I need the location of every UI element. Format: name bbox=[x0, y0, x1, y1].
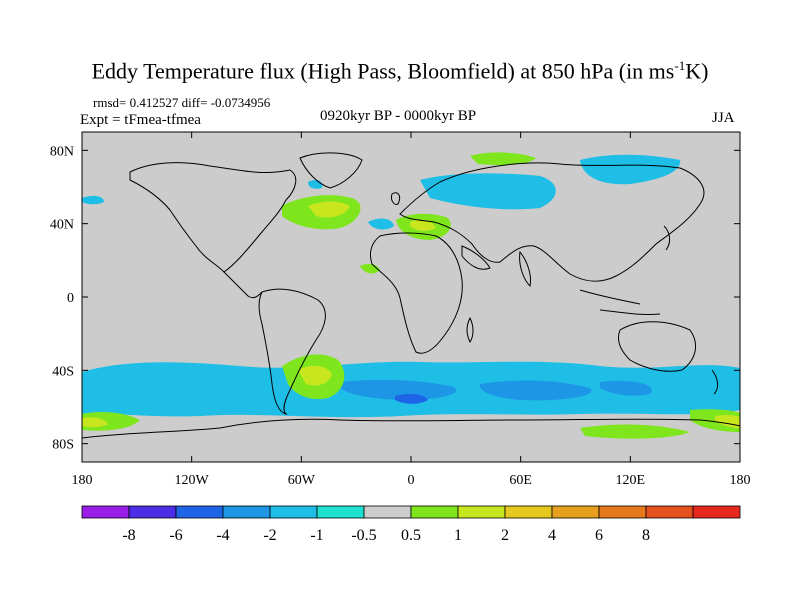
colorbar: -8 -6 -4 -2 -1 -0.5 0.5 1 2 4 6 8 bbox=[81, 505, 741, 544]
colorbar-swatch bbox=[175, 505, 224, 519]
coast-uk bbox=[391, 192, 401, 205]
colorbar-swatch bbox=[363, 505, 412, 519]
shading-southern-blue-3 bbox=[600, 380, 652, 396]
shading-southern-deepblue bbox=[395, 393, 428, 404]
coast-north-america bbox=[129, 162, 297, 273]
colorbar-swatch bbox=[457, 505, 506, 519]
y-tick-label: 0 bbox=[67, 291, 74, 306]
coast-antarctica bbox=[82, 418, 740, 439]
colorbar-label: -0.5 bbox=[351, 527, 376, 544]
shading-south-america-cyan bbox=[264, 376, 277, 390]
colorbar-label: 4 bbox=[548, 527, 556, 544]
y-tick-label: 80N bbox=[50, 144, 74, 159]
colorbar-swatch bbox=[504, 505, 553, 519]
colorbar-label: 2 bbox=[501, 527, 509, 544]
coast-central-america bbox=[223, 271, 263, 299]
coast-madagascar bbox=[466, 316, 474, 343]
coast-africa bbox=[369, 232, 463, 354]
season-label: JJA bbox=[712, 110, 735, 126]
coast-south-america bbox=[258, 288, 326, 415]
shading-eurasia-cyan bbox=[420, 173, 556, 210]
colorbar-label: 1 bbox=[454, 527, 462, 544]
shading-north-atlantic-yellow bbox=[308, 201, 350, 218]
colorbar-label: 0.5 bbox=[401, 527, 421, 544]
shading-southern-blue-1 bbox=[340, 379, 457, 400]
y-axis: 80N 40N 0 40S 80S bbox=[50, 144, 740, 453]
x-tick-label: 60W bbox=[288, 473, 316, 488]
coast-india bbox=[519, 250, 531, 288]
colorbar-label: -8 bbox=[122, 527, 135, 544]
x-tick-label: 120E bbox=[616, 473, 646, 488]
coast-australia bbox=[617, 321, 697, 372]
coast-greenland bbox=[299, 152, 363, 189]
x-tick-label: 180 bbox=[72, 473, 93, 488]
period-label: 0920kyr BP - 0000kyr BP bbox=[320, 108, 477, 124]
stats-text: rmsd= 0.412527 diff= -0.0734956 bbox=[93, 95, 271, 110]
flux-field bbox=[82, 152, 740, 439]
x-axis: 180 120W 60W 0 60E 120E 180 bbox=[72, 132, 751, 488]
colorbar-label: -6 bbox=[169, 527, 182, 544]
y-tick-label: 40N bbox=[50, 218, 74, 233]
y-tick-label: 80S bbox=[52, 438, 74, 453]
colorbar-swatch bbox=[598, 505, 647, 519]
colorbar-label: 8 bbox=[642, 527, 650, 544]
shading-iberia-cyan bbox=[368, 218, 394, 230]
colorbar-label: -1 bbox=[310, 527, 323, 544]
x-tick-label: 120W bbox=[175, 473, 210, 488]
coast-arabia bbox=[461, 245, 491, 270]
shading-southern-blue-2 bbox=[479, 380, 592, 401]
x-tick-label: 60E bbox=[509, 473, 532, 488]
shading-arctic-green bbox=[470, 152, 536, 166]
map-title: Eddy Temperature flux (High Pass, Bloomf… bbox=[91, 58, 709, 84]
coast-new-zealand bbox=[711, 369, 719, 395]
coast-japan bbox=[663, 225, 671, 251]
shading-antarctic-yellow-w bbox=[82, 417, 108, 428]
colorbar-swatch bbox=[128, 505, 177, 519]
experiment-label: Expt = tFmea-tfmea bbox=[80, 112, 201, 128]
colorbar-swatch bbox=[269, 505, 318, 519]
y-tick-label: 40S bbox=[52, 364, 74, 379]
colorbar-swatch bbox=[551, 505, 600, 519]
colorbar-swatch bbox=[692, 505, 741, 519]
x-tick-label: 0 bbox=[408, 473, 415, 488]
colorbar-swatch bbox=[222, 505, 271, 519]
shading-antarctic-green-far-e bbox=[690, 409, 740, 432]
colorbar-swatch bbox=[645, 505, 694, 519]
coast-eurasia bbox=[399, 162, 705, 282]
coast-indonesia bbox=[579, 289, 661, 315]
x-tick-label: 180 bbox=[730, 473, 751, 488]
colorbar-swatch bbox=[410, 505, 459, 519]
shading-mediterranean-yellow bbox=[410, 220, 436, 231]
colorbar-swatch bbox=[316, 505, 365, 519]
colorbar-label: 6 bbox=[595, 527, 603, 544]
shading-south-america-yellow bbox=[298, 365, 332, 386]
shading-west-cyan bbox=[82, 195, 104, 205]
colorbar-swatch bbox=[81, 505, 130, 519]
shading-antarctic-green-e bbox=[580, 424, 690, 439]
coastlines bbox=[82, 152, 740, 439]
colorbar-label: -2 bbox=[263, 527, 276, 544]
shading-siberia-cyan bbox=[580, 154, 681, 185]
colorbar-label: -4 bbox=[216, 527, 229, 544]
